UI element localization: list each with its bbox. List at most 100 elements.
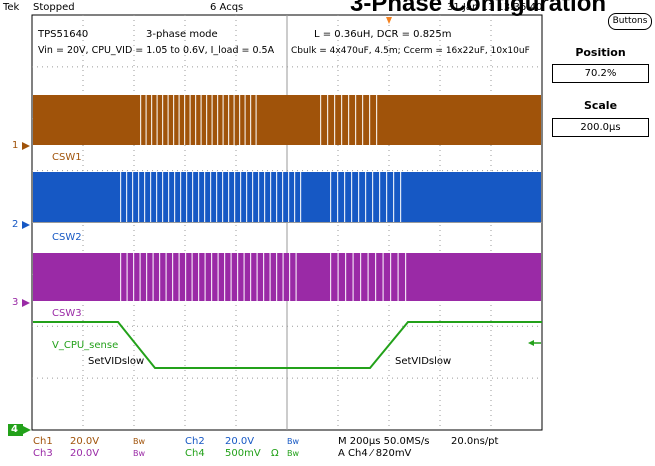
acquisition-count: 6 Acqs — [210, 2, 244, 13]
switching-gap — [144, 172, 146, 222]
switching-gap — [360, 253, 362, 301]
switching-gap — [376, 95, 378, 145]
switching-gap — [173, 95, 175, 145]
switching-gap — [139, 253, 141, 301]
switching-gap — [132, 172, 134, 222]
ch1-ground-marker — [22, 142, 30, 150]
switching-gap — [250, 253, 252, 301]
switching-gap — [178, 253, 180, 301]
switching-gap — [390, 253, 392, 301]
switching-gap — [258, 172, 260, 222]
switching-gap — [206, 95, 208, 145]
ch4-ground-marker-box — [8, 424, 23, 436]
switching-gap — [367, 253, 369, 301]
switching-gap — [145, 95, 147, 145]
ch2-readout-scale: 20.0V — [225, 436, 255, 447]
switching-gap — [264, 172, 266, 222]
ch1-readout-name: Ch1 — [33, 436, 53, 447]
date-time: 31 Jan 11 13:36:40 — [447, 2, 543, 13]
position-value[interactable]: 70.2% — [552, 64, 649, 83]
switching-gap — [159, 253, 161, 301]
ch1-waveform — [33, 95, 541, 145]
scale-label: Scale — [583, 99, 618, 112]
ch2-bandwidth-icon: Bw — [287, 437, 300, 446]
ch4-readout-scale: 500mV — [225, 448, 261, 459]
switching-gap — [210, 172, 212, 222]
switching-gap — [269, 253, 271, 301]
switching-gap — [393, 172, 395, 222]
switching-gap — [405, 253, 407, 301]
ch3-marker-number: 3 — [12, 297, 19, 308]
switching-gap — [352, 253, 354, 301]
switching-gap — [400, 172, 402, 222]
switching-gap — [198, 253, 200, 301]
switching-gap — [211, 253, 213, 301]
switching-gap — [397, 253, 399, 301]
switching-gap — [386, 172, 388, 222]
switching-gap — [255, 95, 257, 145]
switching-gap — [204, 253, 206, 301]
switching-gap — [228, 95, 230, 145]
trigger-position-marker — [386, 17, 392, 24]
switching-gap — [240, 172, 242, 222]
setvid-right-annotation: SetVIDslow — [395, 356, 452, 367]
switching-gap — [239, 95, 241, 145]
switching-gap — [120, 172, 122, 222]
ch4-waveform — [33, 321, 542, 369]
switching-gap — [150, 172, 152, 222]
switching-gap — [256, 253, 258, 301]
switching-gap — [224, 253, 226, 301]
ch3-waveform — [33, 253, 541, 301]
switching-gap — [341, 95, 343, 145]
switching-gap — [195, 95, 197, 145]
ch2-name-label: CSW2 — [52, 232, 82, 243]
switching-gap — [288, 172, 290, 222]
buttons-button[interactable]: Buttons — [608, 13, 652, 30]
ch3-name-label: CSW3 — [52, 308, 82, 319]
switching-gap — [355, 95, 357, 145]
switching-gap — [168, 172, 170, 222]
switching-gap — [211, 95, 213, 145]
device-annotation: TPS51640 — [38, 29, 89, 40]
switching-gap — [151, 95, 153, 145]
switching-gap — [186, 172, 188, 222]
switching-gap — [369, 95, 371, 145]
switching-gap — [204, 172, 206, 222]
switching-gap — [198, 172, 200, 222]
scale-value[interactable]: 200.0µs — [552, 118, 649, 137]
switching-gap — [184, 95, 186, 145]
ch2-marker-number: 2 — [12, 219, 19, 230]
switching-gap — [365, 172, 367, 222]
switching-gap — [345, 253, 347, 301]
switching-gap — [337, 253, 339, 301]
switching-gap — [200, 95, 202, 145]
switching-gap — [250, 95, 252, 145]
timebase-readout: M 200µs 50.0MS/s — [338, 436, 430, 447]
switching-gap — [120, 253, 122, 301]
mode-annotation: 3-phase mode — [146, 29, 218, 40]
setvid-left-annotation: SetVIDslow — [88, 356, 145, 367]
ch1-name-label: CSW1 — [52, 152, 82, 163]
switching-gap — [230, 253, 232, 301]
ch3-ground-marker — [22, 299, 30, 307]
ch2-waveform — [33, 172, 541, 222]
ch1-switching-gaps — [140, 95, 378, 145]
ch1-readout-scale: 20.0V — [70, 436, 100, 447]
switching-gap — [375, 253, 377, 301]
trigger-level-arrow-head — [528, 340, 534, 346]
inductor-annotation: L = 0.36uH, DCR = 0.825m — [314, 29, 452, 40]
switching-gap — [191, 253, 193, 301]
switching-gap — [243, 253, 245, 301]
switching-gap — [263, 253, 265, 301]
switching-gap — [233, 95, 235, 145]
switching-gap — [382, 253, 384, 301]
switching-gap — [294, 172, 296, 222]
switching-gap — [217, 95, 219, 145]
switching-gap — [276, 253, 278, 301]
switching-gap — [244, 95, 246, 145]
ch4-bandwidth-icon: Bw — [287, 449, 300, 458]
switching-gap — [172, 253, 174, 301]
switching-gap — [126, 172, 128, 222]
caps-annotation: Cbulk = 4x470uF, 4.5m; Ccerm = 16x22uF, … — [291, 46, 530, 56]
